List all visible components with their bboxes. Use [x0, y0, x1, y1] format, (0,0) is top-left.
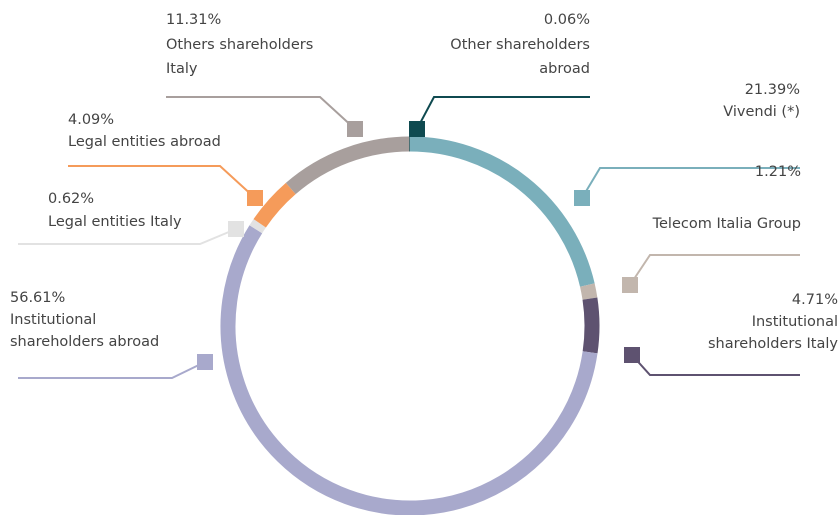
category-label: Legal entities Italy [48, 214, 182, 230]
value-label: 21.39% [745, 82, 800, 98]
value-label: 0.62% [48, 191, 94, 207]
value-label: 11.31% [166, 12, 221, 28]
legend-swatch [197, 354, 213, 370]
value-label: 56.61% [10, 290, 65, 306]
category-label: shareholders abroad [10, 334, 159, 350]
leader-line [166, 96, 356, 130]
leader-line [68, 165, 256, 199]
category-label: Institutional [752, 314, 838, 330]
donut-segment [580, 283, 598, 300]
donut-segment [249, 219, 266, 234]
donut-segment [409, 136, 595, 287]
legend-swatch [247, 190, 263, 206]
category-label: Telecom Italia Group [652, 216, 801, 232]
donut-segment [582, 297, 600, 354]
value-label: 0.06% [544, 12, 590, 28]
legend-swatch [574, 190, 590, 206]
legend-swatch [624, 347, 640, 363]
legend-swatch [622, 277, 638, 293]
leader-line [631, 354, 800, 376]
category-label: abroad [539, 61, 590, 77]
legend-swatch [409, 121, 425, 137]
category-label: Institutional [10, 312, 96, 328]
leader-line [581, 167, 800, 199]
donut-segment [253, 182, 296, 228]
category-label: Other shareholders [450, 37, 590, 53]
value-label: 4.71% [792, 292, 838, 308]
value-label: 1.21% [755, 164, 801, 180]
category-label: Vivendi (*) [723, 104, 800, 120]
category-label: Legal entities abroad [68, 134, 221, 150]
legend-swatch [228, 221, 244, 237]
category-label: shareholders Italy [708, 336, 838, 352]
legend-swatch [347, 121, 363, 137]
category-label: Others shareholders [166, 37, 313, 53]
leader-line [18, 361, 206, 379]
value-label: 4.09% [68, 112, 114, 128]
donut-segment [285, 136, 410, 195]
leader-line [629, 254, 800, 286]
donut-segment [220, 225, 598, 515]
leader-line [416, 96, 590, 130]
category-label: Italy [166, 61, 198, 77]
leader-line [18, 228, 237, 245]
